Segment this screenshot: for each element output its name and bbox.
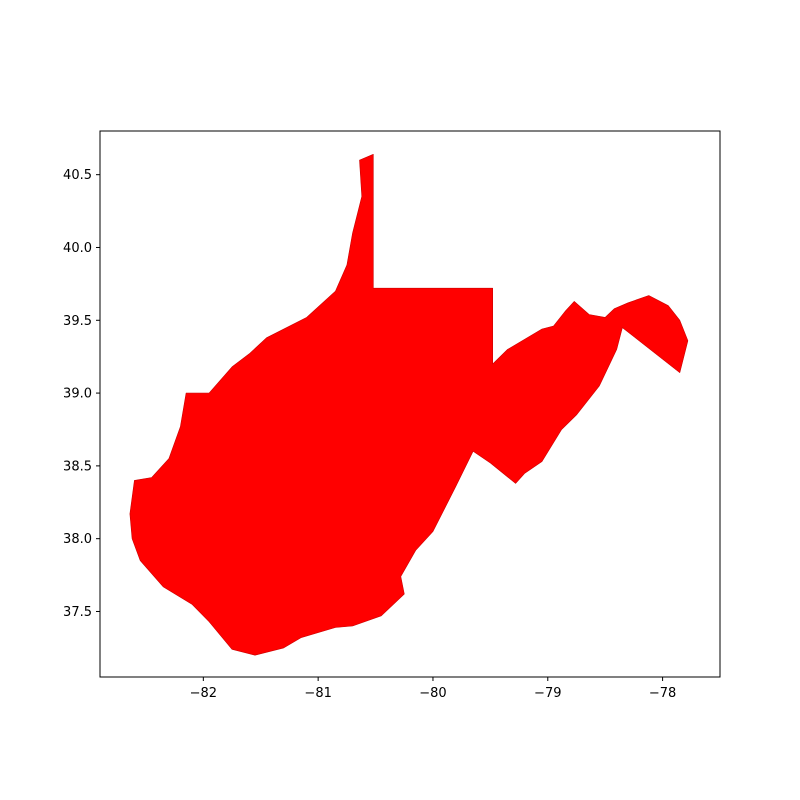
axes-frame xyxy=(99,130,721,678)
x-tick-label: −82 xyxy=(190,686,217,701)
y-tick-label: 40.5 xyxy=(63,168,92,183)
x-tick-label: −80 xyxy=(419,686,446,701)
y-tick-label: 40.0 xyxy=(63,241,92,256)
y-tick-label: 39.0 xyxy=(63,387,92,402)
plot-area xyxy=(129,154,689,656)
y-tick-label: 38.0 xyxy=(63,532,92,547)
y-axis: 37.5 38.0 38.5 39.0 39.5 40.0 40.5 xyxy=(63,168,100,620)
x-axis: −82 −81 −80 −79 −78 xyxy=(190,677,676,701)
y-tick-label: 38.5 xyxy=(63,459,92,474)
x-tick-label: −79 xyxy=(534,686,561,701)
y-tick-label: 39.5 xyxy=(63,314,92,329)
x-tick-label: −78 xyxy=(649,686,676,701)
y-tick-label: 37.5 xyxy=(63,605,92,620)
state-outline-west-virginia xyxy=(129,154,689,656)
x-tick-label: −81 xyxy=(304,686,331,701)
